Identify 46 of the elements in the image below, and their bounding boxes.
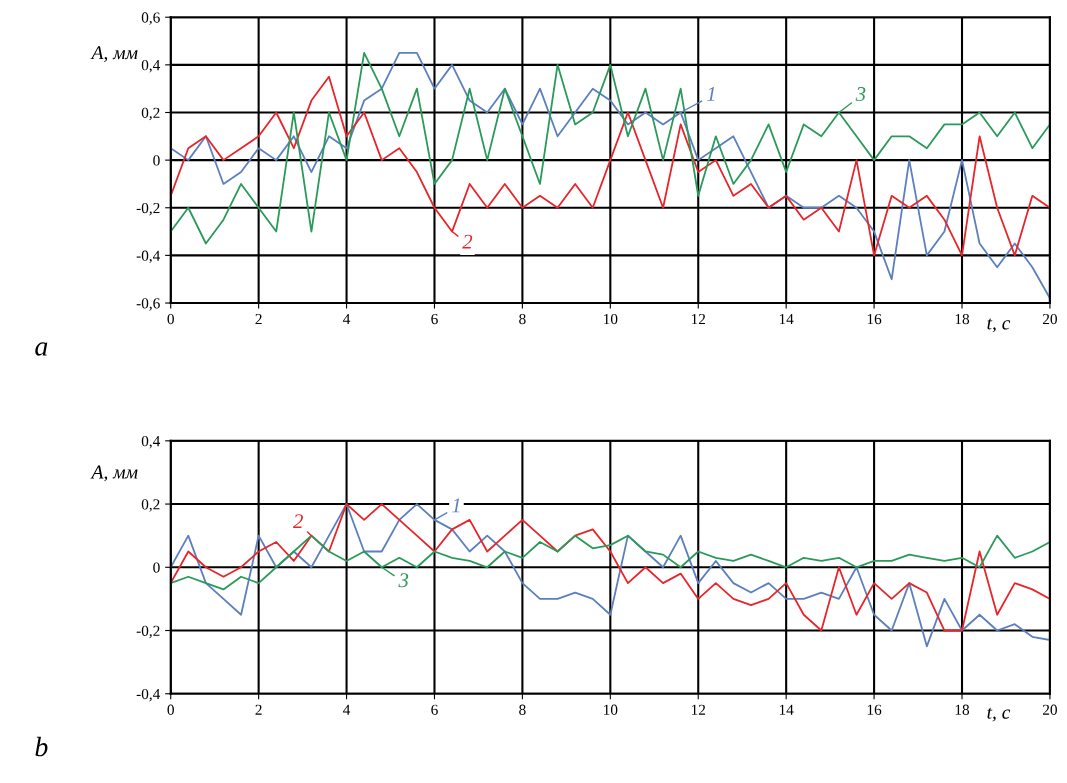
y-axis-title: A, мм (90, 46, 138, 63)
legend-label: 1 (452, 498, 460, 513)
y-tick-label: -0,4 (136, 688, 161, 702)
y-tick-label: 0,6 (141, 12, 160, 25)
x-axis-title: t, с (987, 707, 1011, 722)
legend-label: 3 (398, 573, 409, 588)
x-tick-label: 0 (167, 313, 174, 325)
x-tick-label: 8 (519, 704, 526, 715)
x-tick-label: 14 (779, 313, 794, 325)
x-tick-label: 16 (867, 704, 882, 715)
x-tick-label: 2 (255, 313, 262, 325)
x-tick-label: 16 (867, 313, 882, 325)
y-tick-label: -0,4 (136, 250, 161, 264)
y-axis-title: A, мм (90, 465, 138, 482)
x-tick-label: 6 (431, 313, 438, 325)
x-tick-label: 2 (255, 704, 262, 715)
y-tick-label: 0 (153, 562, 160, 573)
y-tick-label: 0 (153, 155, 160, 166)
text: b (35, 736, 48, 757)
x-tick-label: 18 (955, 313, 970, 325)
x-tick-label: 10 (604, 313, 618, 325)
x-tick-label: 14 (779, 704, 794, 715)
x-tick-label: 20 (1042, 313, 1057, 325)
y-tick-label: 0,2 (141, 499, 160, 512)
y-tick-label: -0,2 (136, 625, 160, 639)
y-tick-label: 0,2 (141, 107, 160, 121)
y-tick-label: 0,4 (141, 435, 161, 449)
text: a (35, 342, 48, 356)
x-axis-title: t, с (987, 318, 1011, 333)
x-tick-label: 10 (604, 704, 618, 715)
x-tick-label: 6 (431, 704, 438, 715)
x-tick-label: 12 (691, 313, 706, 325)
series-label: 2 (293, 514, 303, 529)
x-tick-label: 0 (167, 704, 174, 715)
y-tick-label: 0,4 (141, 60, 161, 73)
legend-label: 3 (855, 87, 866, 102)
x-tick-label: 4 (343, 704, 351, 715)
y-tick-label: -0,6 (136, 298, 160, 311)
legend-label: 1 (706, 87, 715, 101)
x-tick-label: 18 (955, 704, 970, 715)
x-tick-label: 4 (343, 313, 351, 325)
legend-label: 2 (462, 234, 473, 249)
x-tick-label: 8 (519, 313, 526, 325)
x-tick-label: 20 (1042, 704, 1057, 715)
x-tick-label: 12 (691, 704, 706, 715)
y-tick-label: -0,2 (136, 202, 160, 216)
